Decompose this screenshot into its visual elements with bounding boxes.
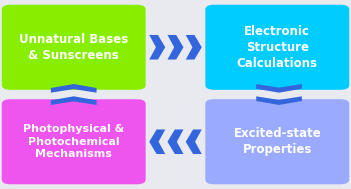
Polygon shape: [149, 129, 165, 154]
Text: Photophysical &
Photochemical
Mechanisms: Photophysical & Photochemical Mechanisms: [23, 124, 124, 159]
Polygon shape: [51, 84, 97, 93]
Polygon shape: [167, 35, 184, 60]
Polygon shape: [51, 96, 97, 105]
FancyBboxPatch shape: [2, 5, 146, 90]
Text: Unnatural Bases
& Sunscreens: Unnatural Bases & Sunscreens: [19, 33, 128, 62]
Polygon shape: [256, 96, 302, 105]
FancyBboxPatch shape: [2, 99, 146, 184]
Polygon shape: [186, 129, 202, 154]
Polygon shape: [149, 35, 165, 60]
Polygon shape: [167, 129, 184, 154]
FancyBboxPatch shape: [205, 5, 349, 90]
Text: Electronic
Structure
Calculations: Electronic Structure Calculations: [237, 25, 318, 70]
FancyBboxPatch shape: [205, 99, 349, 184]
Text: Excited-state
Properties: Excited-state Properties: [233, 127, 321, 156]
Polygon shape: [186, 35, 202, 60]
Polygon shape: [256, 84, 302, 93]
